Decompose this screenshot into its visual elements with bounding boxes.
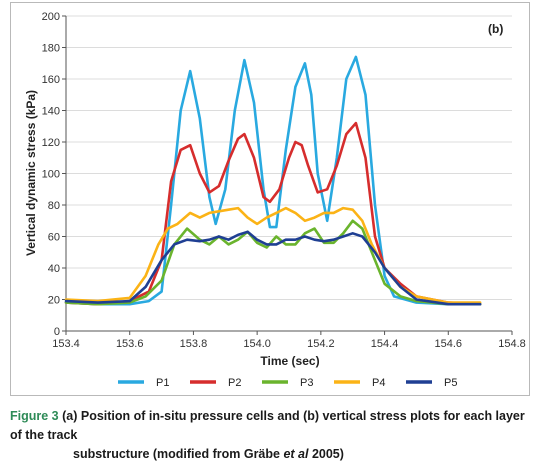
y-tick-label: 80 (48, 200, 60, 212)
caption-line-2: substructure (modified from Gräbe et al … (10, 445, 538, 464)
y-tick-label: 100 (42, 169, 60, 181)
caption-et-al: et al (283, 447, 309, 461)
y-tick-label: 0 (54, 326, 60, 338)
y-tick-label: 140 (42, 106, 60, 118)
legend-label-p5: P5 (444, 377, 457, 389)
legend-label-p4: P4 (372, 377, 385, 389)
y-tick-label: 60 (48, 232, 60, 244)
chart-axes (62, 15, 513, 335)
panel-label: (b) (488, 22, 503, 36)
y-tick-label: 20 (48, 295, 60, 307)
x-tick-label: 153.6 (116, 338, 144, 350)
caption-line-2-end: 2005) (308, 447, 344, 461)
figure-frame (10, 2, 530, 396)
figure-caption: Figure 3 (a) Position of in-situ pressur… (10, 407, 538, 464)
caption-line-1: (a) Position of in-situ pressure cells a… (10, 409, 525, 442)
series-lines (64, 55, 482, 306)
figure-label: Figure 3 (10, 409, 59, 423)
x-tick-label: 154.8 (498, 338, 526, 350)
x-tick-label: 154.0 (243, 338, 271, 350)
x-tick-label: 153.4 (52, 338, 80, 350)
series-line-p1 (64, 55, 482, 306)
legend-label-p3: P3 (300, 377, 313, 389)
x-axis-title: Time (sec) (260, 354, 319, 368)
legend-label-p1: P1 (156, 377, 169, 389)
tick-labels: 0 20 40 60 80 100 120 140 160 180 200 153.4 153.6 153… (42, 11, 526, 350)
legend-label-p2: P2 (228, 377, 241, 389)
caption-line-2-start: substructure (modified from Gräbe (73, 447, 284, 461)
y-axis-title: Vertical dynamic stress (kPa) (24, 90, 38, 256)
series-line-p4 (64, 206, 482, 304)
x-tick-label: 154.2 (307, 338, 335, 350)
chart-legend: P1 P2 P3 P4 P5 (118, 377, 457, 389)
vertical-stress-chart: 0 20 40 60 80 100 120 140 160 180 200 153.4 153.6 153… (24, 11, 526, 389)
y-tick-label: 180 (42, 43, 60, 55)
x-tick-label: 153.8 (180, 338, 208, 350)
series-line-p2 (64, 121, 482, 306)
y-tick-label: 160 (42, 74, 60, 86)
x-tick-label: 154.4 (371, 338, 399, 350)
y-tick-label: 120 (42, 137, 60, 149)
y-tick-label: 200 (42, 11, 60, 23)
x-tick-label: 154.6 (435, 338, 463, 350)
series-line-p3 (64, 219, 482, 306)
series-line-p5 (64, 230, 482, 306)
y-tick-label: 40 (48, 263, 60, 275)
